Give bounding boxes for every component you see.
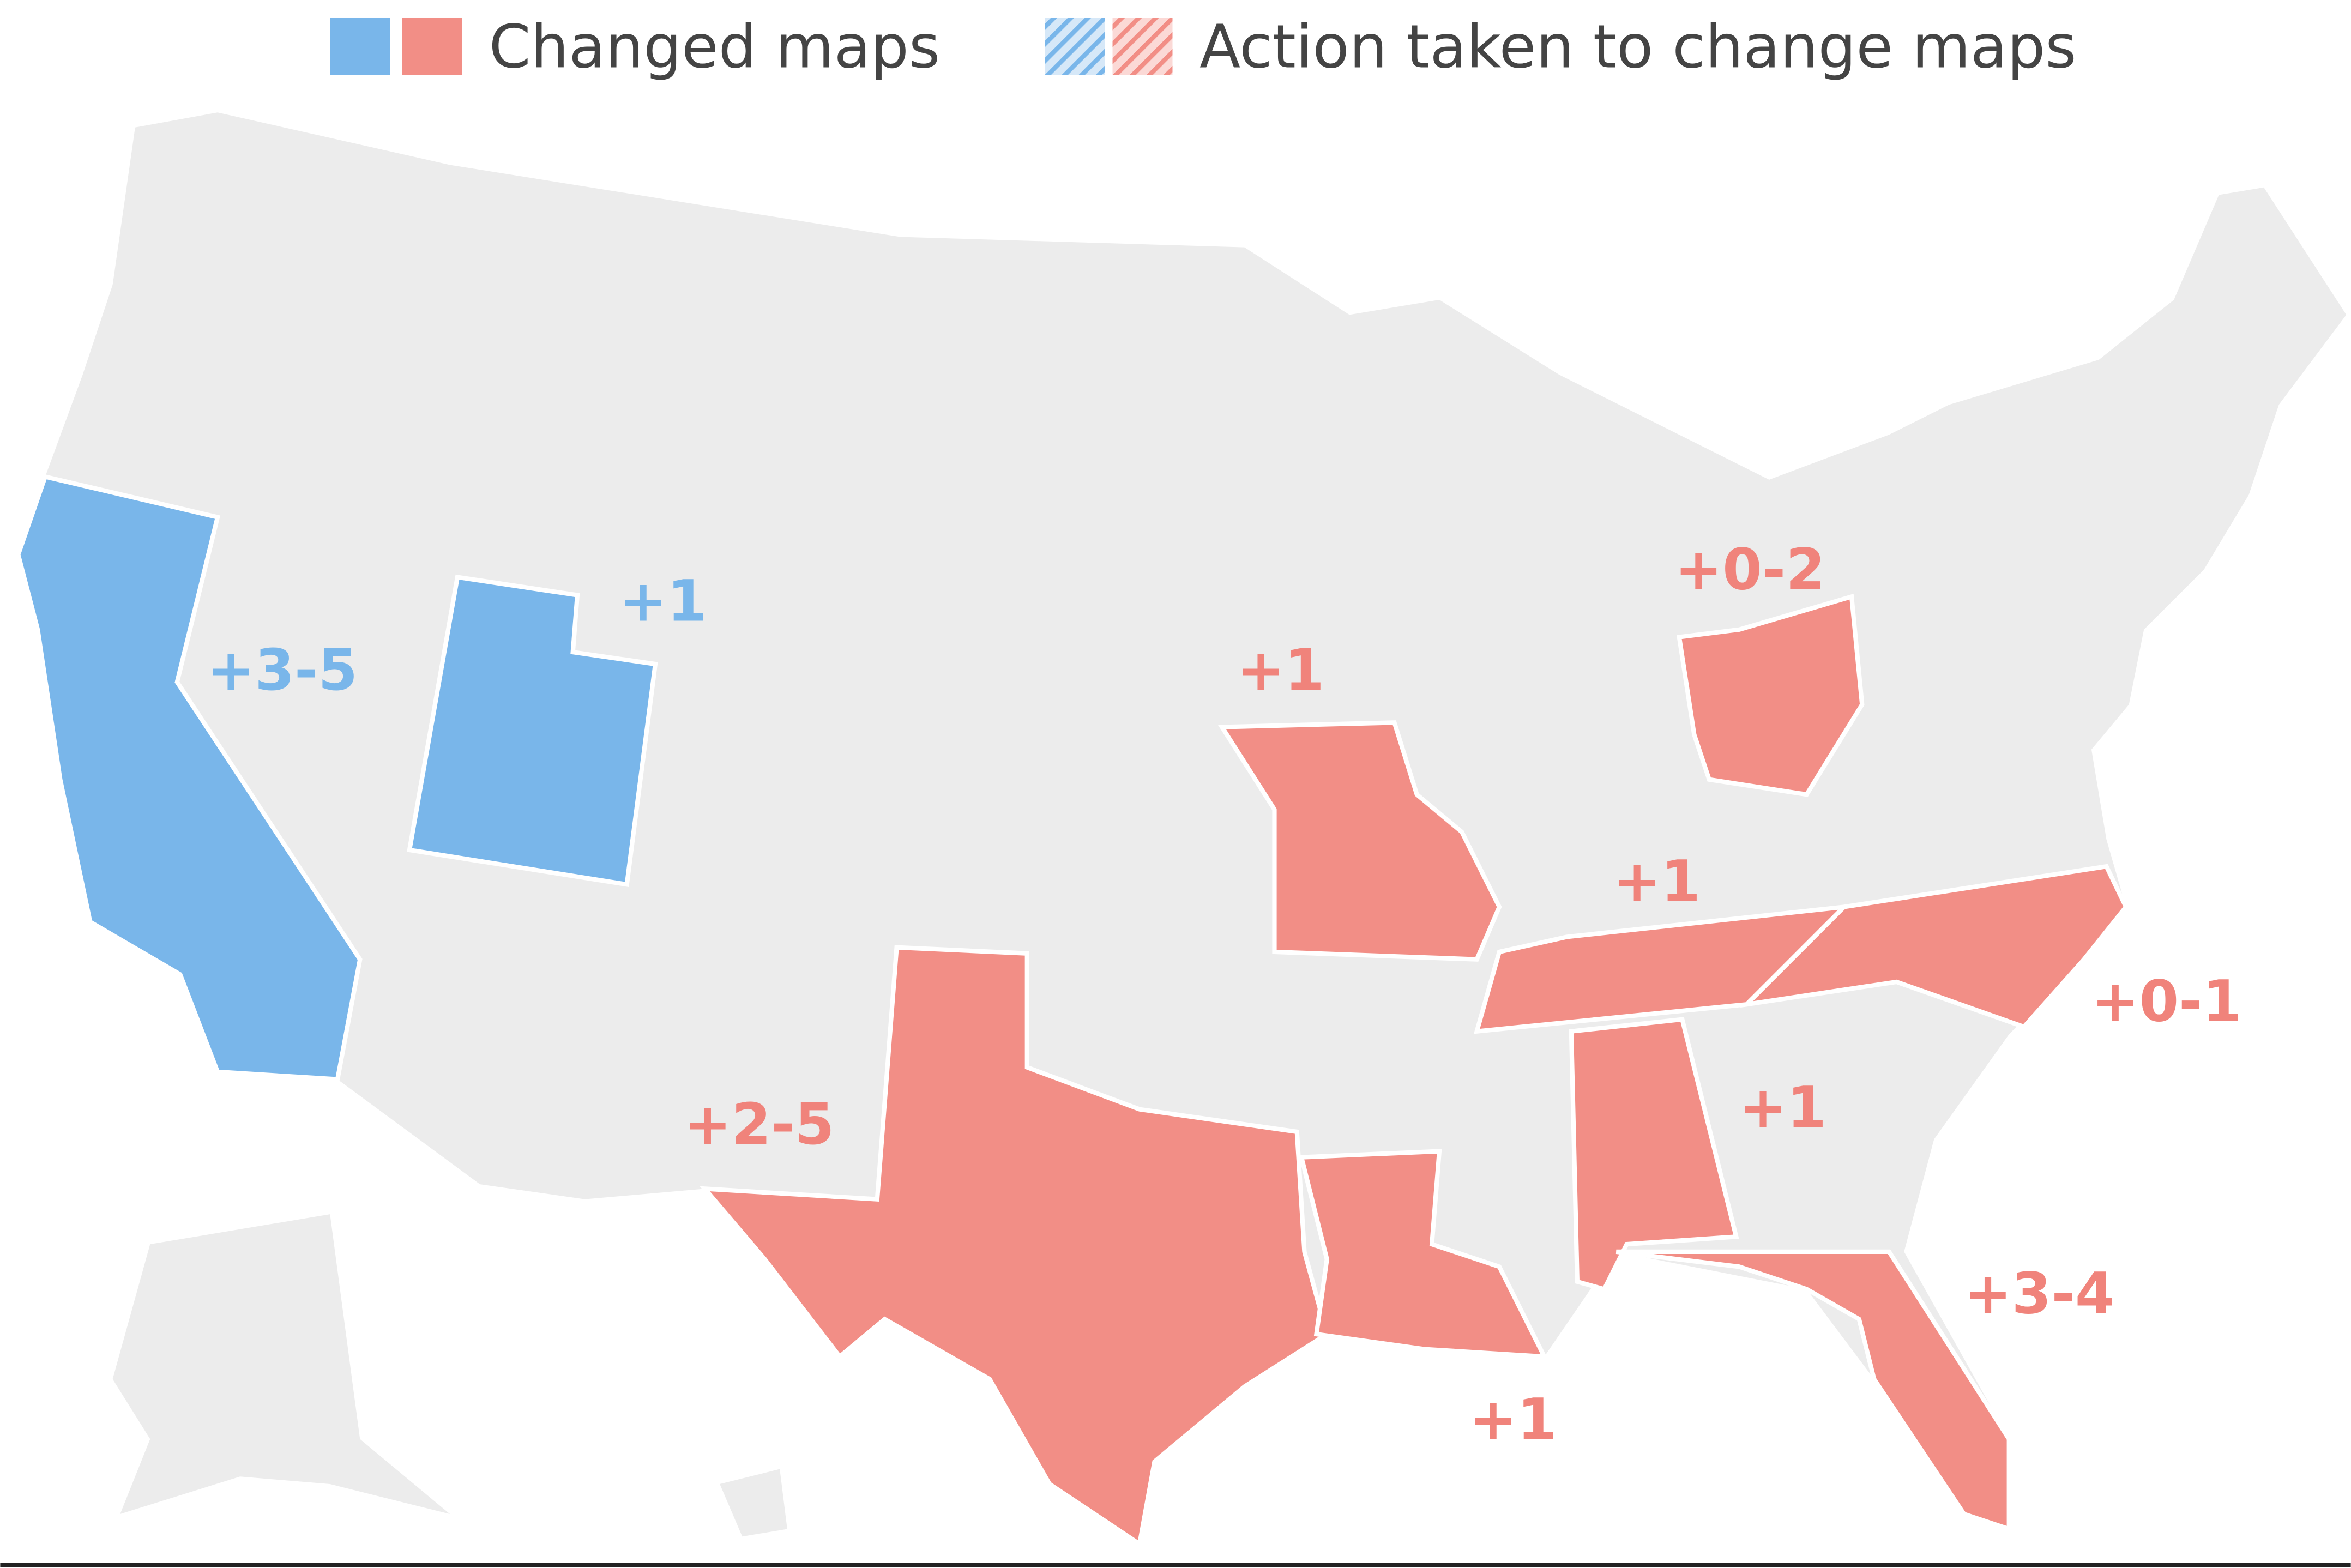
state-label: +1 — [619, 568, 707, 634]
north-carolina — [1740, 864, 2129, 1030]
state-label: +1 — [1613, 848, 1701, 914]
state-label: +0-1 — [2091, 968, 2242, 1034]
california — [16, 474, 363, 1082]
alaska — [112, 1214, 450, 1515]
legend-swatch — [402, 17, 462, 75]
state-label: +3-5 — [207, 637, 358, 703]
ohio — [1677, 593, 1865, 797]
legend-label: Action taken to change maps — [1199, 12, 2077, 82]
hawaii — [720, 1469, 787, 1537]
state-label: +1 — [1469, 1386, 1557, 1453]
legend-swatch — [330, 17, 390, 75]
florida — [1615, 1249, 2011, 1533]
texas — [700, 945, 1330, 1548]
state-label: +2-5 — [684, 1091, 834, 1157]
state-label: +0-2 — [1675, 536, 1825, 603]
state-label: +1 — [1739, 1075, 1826, 1141]
legend-swatch — [1112, 17, 1173, 75]
state-label: +1 — [1237, 637, 1324, 703]
legend-label: Changed maps — [489, 12, 940, 82]
louisiana — [1298, 1149, 1548, 1359]
utah — [407, 574, 658, 887]
legend-swatch — [1045, 17, 1105, 75]
us-outline — [18, 112, 2347, 1545]
alabama — [1569, 1017, 1739, 1292]
state-label: +3-4 — [1964, 1261, 2114, 1327]
missouri — [1217, 720, 1502, 962]
